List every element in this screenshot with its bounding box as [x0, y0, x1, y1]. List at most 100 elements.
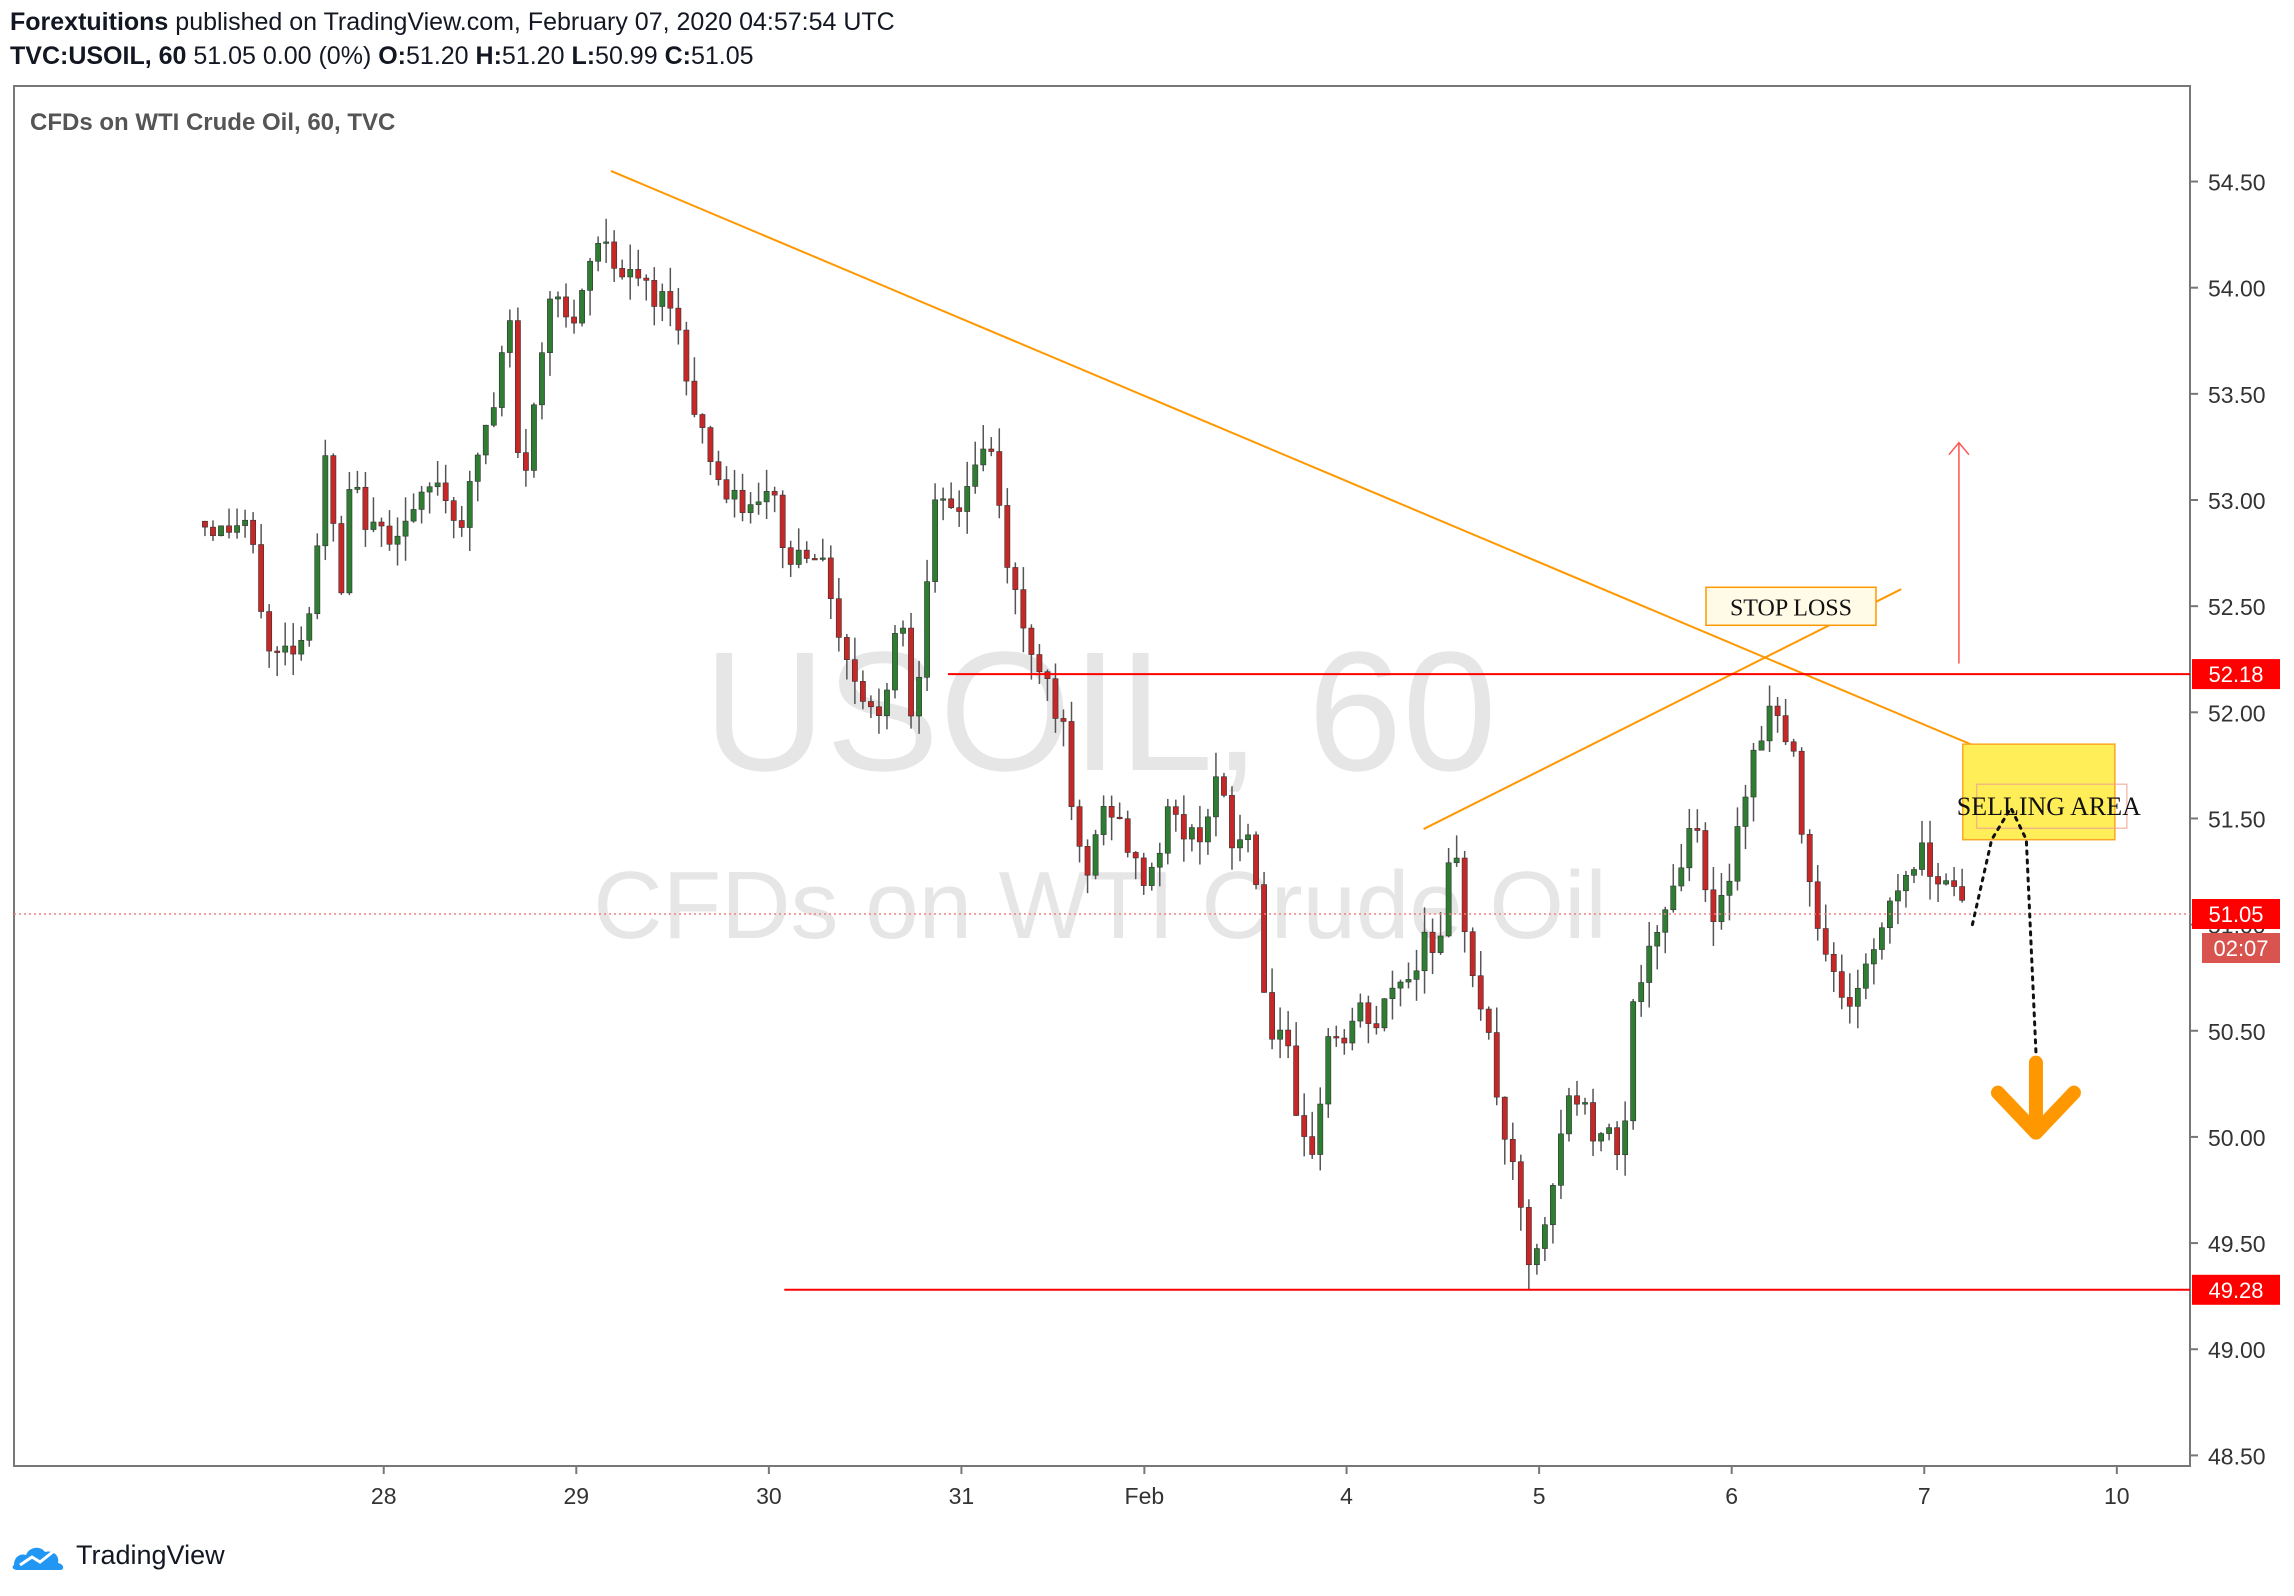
candle	[964, 461, 971, 534]
candle	[1509, 1122, 1516, 1181]
forecast-path	[1970, 804, 2038, 1054]
candle-body	[555, 296, 561, 300]
candle-body	[739, 489, 746, 513]
candle-body	[362, 486, 369, 530]
candle-body	[571, 316, 577, 324]
candle-body	[1229, 795, 1235, 849]
x-tick-label: 4	[1340, 1483, 1353, 1509]
candle-body	[1582, 1102, 1588, 1105]
candle	[394, 517, 401, 566]
y-tick-label: 48.50	[2208, 1443, 2266, 1469]
candle	[884, 683, 890, 730]
candle	[924, 559, 930, 692]
candle	[1822, 904, 1829, 962]
candle	[1830, 942, 1837, 993]
candle-body	[1822, 928, 1829, 955]
candle	[1870, 938, 1877, 985]
candle	[1854, 969, 1861, 1029]
candle-body	[1333, 1036, 1340, 1039]
x-tick-label: 28	[371, 1483, 397, 1509]
candle	[410, 493, 417, 523]
candle	[1895, 873, 1901, 925]
candle-body	[1285, 1029, 1292, 1047]
candle-body	[579, 290, 585, 324]
candle	[498, 345, 505, 417]
candle	[1373, 1005, 1380, 1035]
candle	[1277, 1007, 1284, 1059]
candle	[643, 274, 650, 301]
candle-body	[1911, 869, 1917, 876]
candle	[298, 626, 305, 661]
candle	[755, 482, 762, 515]
candle-body	[1020, 589, 1027, 629]
candle-body	[940, 498, 947, 501]
watermark-name: CFDs on WTI Crude Oil	[593, 852, 1606, 959]
candle	[1590, 1088, 1596, 1157]
candle	[1678, 843, 1685, 892]
candle	[306, 606, 313, 647]
candle	[370, 497, 377, 533]
candle-body	[1493, 1032, 1500, 1098]
candle	[1951, 867, 1958, 897]
candle-body	[1245, 834, 1251, 841]
candle-body	[1750, 749, 1757, 798]
candle-body	[226, 525, 232, 533]
x-tick-label: Feb	[1125, 1483, 1165, 1509]
candle	[659, 283, 666, 322]
candle	[731, 469, 738, 518]
candle	[1574, 1080, 1580, 1116]
candle-body	[274, 650, 281, 653]
candle	[218, 525, 224, 537]
candle-body	[1870, 949, 1877, 965]
candle	[699, 413, 706, 444]
candle	[1124, 810, 1131, 858]
candle	[691, 357, 698, 418]
low-value: 50.99	[595, 42, 658, 70]
candle	[346, 472, 353, 596]
candle-body	[1726, 880, 1733, 896]
candle-body	[699, 414, 706, 428]
candle-body	[635, 269, 642, 279]
candle-body	[996, 451, 1003, 506]
low-label: L:	[571, 42, 596, 70]
candle	[1654, 925, 1661, 970]
candle	[1790, 738, 1797, 757]
candle-body	[1782, 715, 1789, 743]
candle	[667, 267, 674, 327]
candle	[683, 321, 690, 396]
candle	[715, 450, 722, 486]
candle-body	[1806, 834, 1813, 883]
candle-body	[1662, 909, 1669, 933]
candle	[274, 646, 281, 677]
candle-body	[924, 581, 930, 678]
candle	[1734, 807, 1741, 891]
candle	[771, 486, 778, 513]
candle-body	[547, 298, 553, 353]
candle-body	[1012, 567, 1019, 590]
candle-body	[298, 639, 305, 655]
candle-body	[1702, 830, 1709, 891]
candle	[458, 505, 465, 537]
candle-body	[1830, 953, 1837, 972]
candle-body	[1798, 750, 1805, 835]
candle	[1341, 1029, 1348, 1055]
candle	[1718, 873, 1725, 930]
candle-body	[1598, 1133, 1604, 1142]
y-tick-label: 53.50	[2208, 382, 2266, 408]
candle-body	[1485, 1008, 1492, 1033]
candle-body	[884, 689, 890, 716]
candle	[707, 425, 714, 476]
candle	[1798, 747, 1805, 844]
candle-body	[731, 489, 738, 500]
candle-body	[827, 557, 834, 599]
author-name: Forextuitions	[10, 8, 169, 36]
candle-body	[1774, 705, 1781, 716]
candle	[418, 486, 425, 524]
candle-body	[514, 320, 521, 453]
candle	[579, 288, 585, 327]
candle-body	[1036, 654, 1043, 673]
candle-body	[667, 291, 674, 309]
candle-body	[1180, 814, 1187, 840]
candle-body	[1429, 931, 1436, 953]
